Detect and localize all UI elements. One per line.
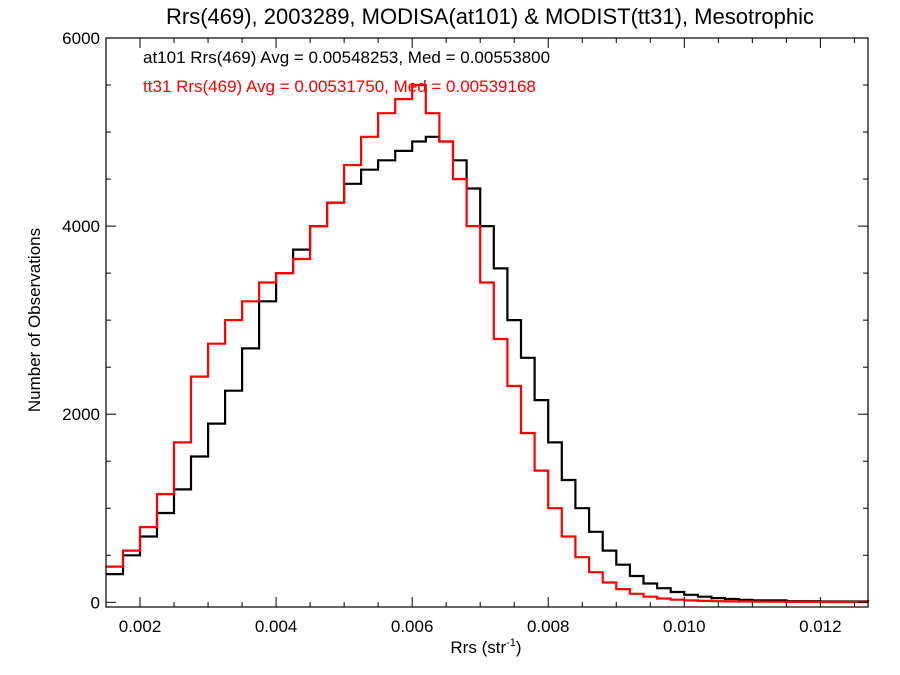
y-tick-label: 4000 xyxy=(62,217,100,236)
series-line-0 xyxy=(106,135,870,603)
y-tick-label: 0 xyxy=(91,593,100,612)
x-tick-label: 0.010 xyxy=(663,617,706,636)
chart-title: Rrs(469), 2003289, MODISA(at101) & MODIS… xyxy=(166,4,814,29)
x-tick-label: 0.004 xyxy=(255,617,298,636)
annotation-1: tt31 Rrs(469) Avg = 0.00531750, Med = 0.… xyxy=(143,77,536,96)
x-tick-label: 0.002 xyxy=(119,617,162,636)
plot-frame xyxy=(105,37,869,608)
x-axis-label-end: ) xyxy=(516,638,522,657)
series-line-1 xyxy=(106,83,870,604)
x-axis-label: Rrs (str-1) xyxy=(450,637,521,657)
x-axis-label-superscript: -1 xyxy=(506,637,516,649)
y-tick-label: 2000 xyxy=(62,405,100,424)
y-axis-label: Number of Observations xyxy=(25,228,44,412)
x-tick-label: 0.006 xyxy=(391,617,434,636)
y-tick-label: 6000 xyxy=(62,29,100,48)
x-axis-label-main: Rrs (str xyxy=(450,638,506,657)
annotation-0: at101 Rrs(469) Avg = 0.00548253, Med = 0… xyxy=(143,48,550,67)
x-tick-label: 0.012 xyxy=(799,617,842,636)
x-tick-label: 0.008 xyxy=(527,617,570,636)
